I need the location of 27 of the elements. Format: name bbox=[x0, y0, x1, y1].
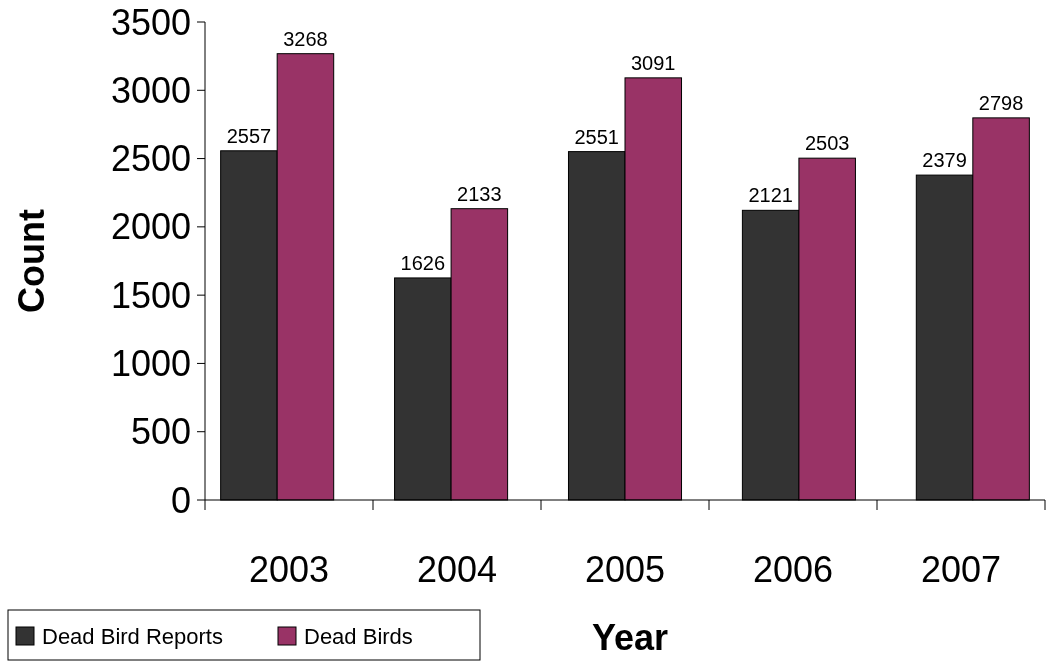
y-tick-label: 1500 bbox=[110, 274, 191, 316]
data-label: 2121 bbox=[748, 184, 793, 207]
data-label: 1626 bbox=[400, 251, 446, 274]
data-label: 2798 bbox=[978, 91, 1024, 114]
y-tick-label: 1000 bbox=[110, 343, 191, 385]
x-tick-label: 2004 bbox=[416, 549, 498, 590]
data-label: 3091 bbox=[631, 51, 676, 74]
y-tick-label: 0 bbox=[170, 479, 191, 521]
y-tick-label: 3000 bbox=[110, 69, 191, 111]
data-label: 2379 bbox=[922, 149, 967, 172]
x-tick-label: 2003 bbox=[248, 549, 330, 590]
data-label: 3268 bbox=[283, 27, 328, 50]
y-tick-label: 3500 bbox=[110, 1, 191, 43]
y-tick-label: 2500 bbox=[110, 138, 191, 180]
y-axis-title: Count bbox=[11, 209, 52, 313]
data-label: 2133 bbox=[457, 182, 502, 205]
x-tick-label: 2006 bbox=[752, 549, 834, 590]
legend-label: Dead Bird Reports bbox=[42, 623, 223, 649]
x-axis-title: Year bbox=[591, 617, 669, 658]
legend-label: Dead Birds bbox=[304, 623, 413, 649]
data-label: 2557 bbox=[226, 124, 272, 147]
x-tick-label: 2007 bbox=[920, 549, 1002, 590]
y-tick-label: 500 bbox=[130, 411, 191, 453]
data-label: 2503 bbox=[804, 132, 850, 155]
data-label: 2551 bbox=[574, 125, 619, 148]
x-tick-label: 2005 bbox=[584, 549, 666, 590]
y-tick-label: 2000 bbox=[110, 206, 191, 248]
